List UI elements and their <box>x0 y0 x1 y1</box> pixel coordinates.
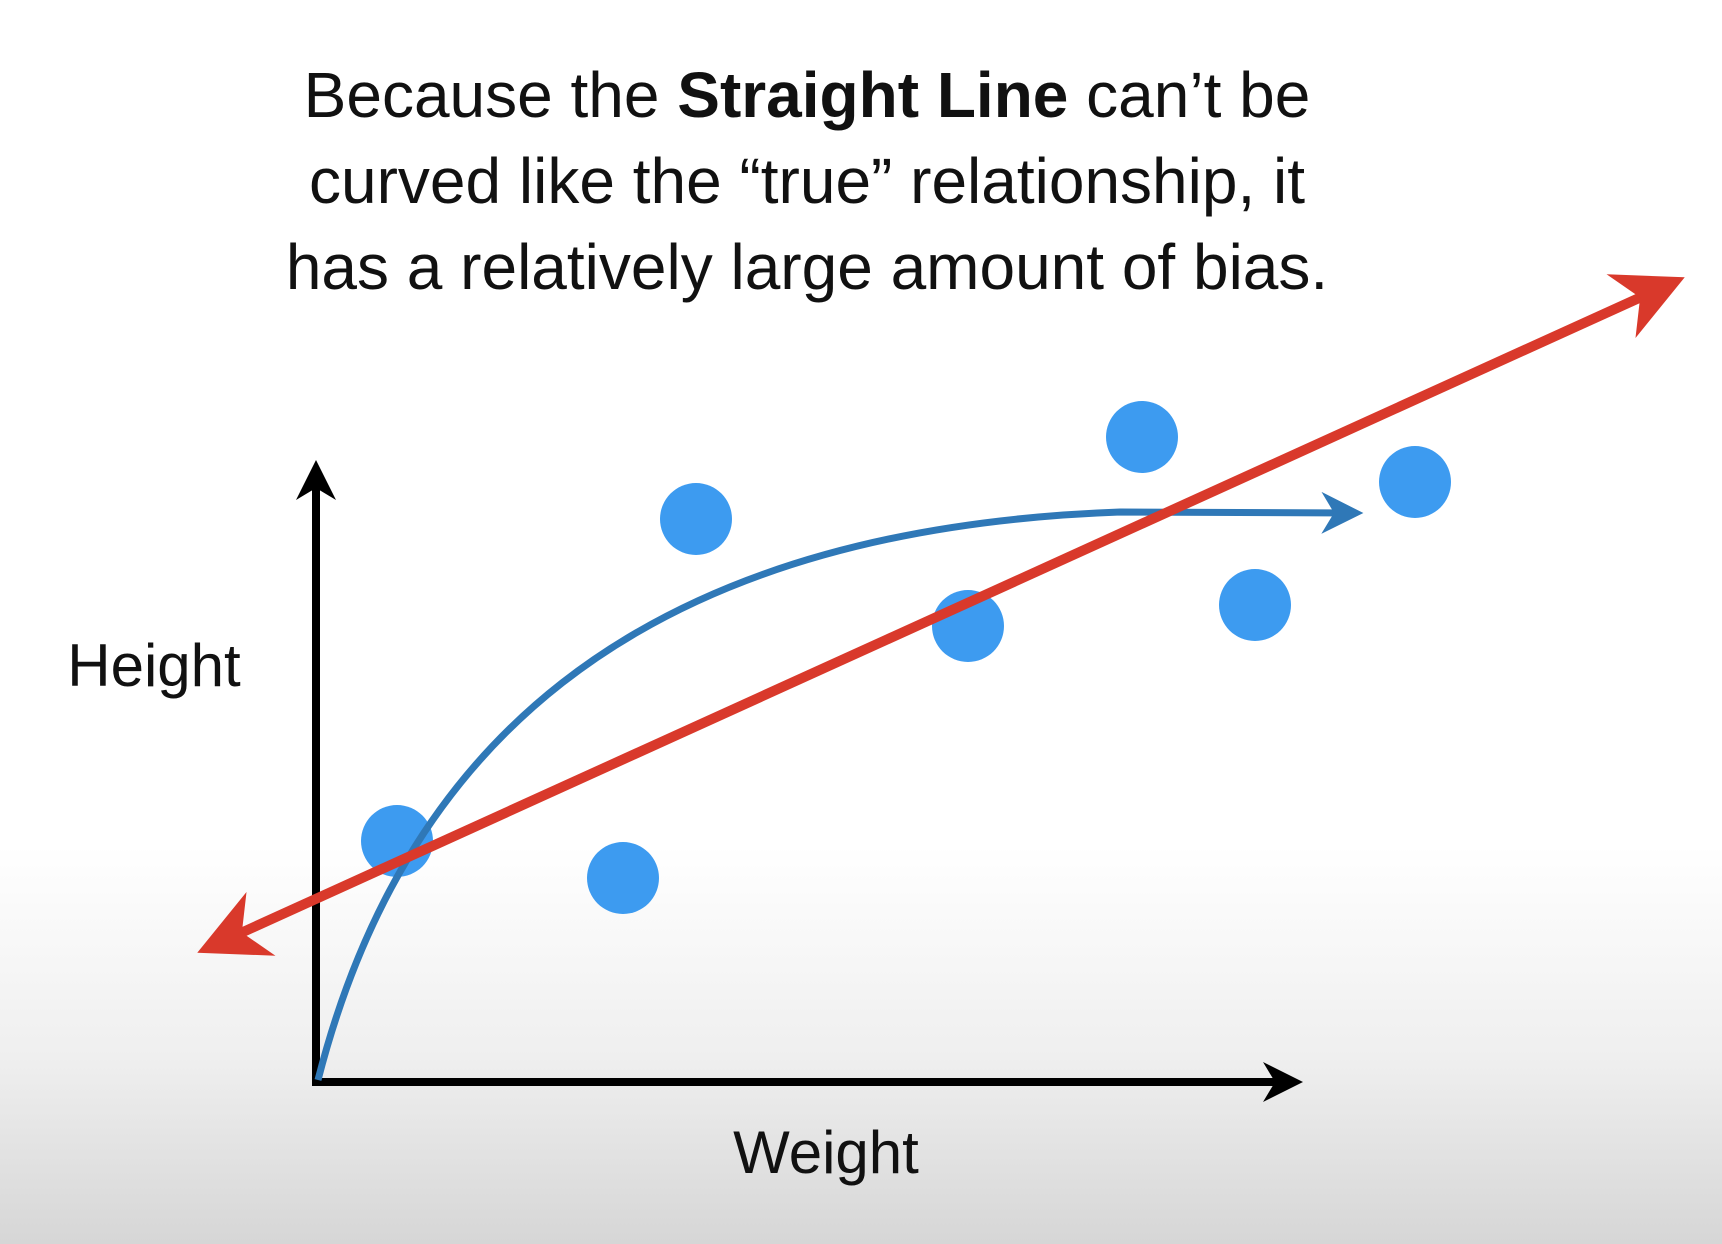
x-axis-label: Weight <box>733 1119 919 1186</box>
point <box>1379 446 1451 518</box>
true-relationship-curve <box>314 491 1364 1081</box>
title-bold: Straight Line <box>677 59 1069 131</box>
straight-line <box>197 274 1685 956</box>
title-text: Because the <box>303 59 660 131</box>
title-text: can’t be <box>1086 59 1311 131</box>
y-axis-label: Height <box>67 632 241 699</box>
point <box>660 483 732 555</box>
point <box>587 842 659 914</box>
points <box>361 401 1451 914</box>
title-line: Because the Straight Line can’t be <box>0 52 1614 138</box>
point <box>1219 569 1291 641</box>
point <box>1106 401 1178 473</box>
title-line: curved like the “true” relationship, it <box>309 145 1305 217</box>
